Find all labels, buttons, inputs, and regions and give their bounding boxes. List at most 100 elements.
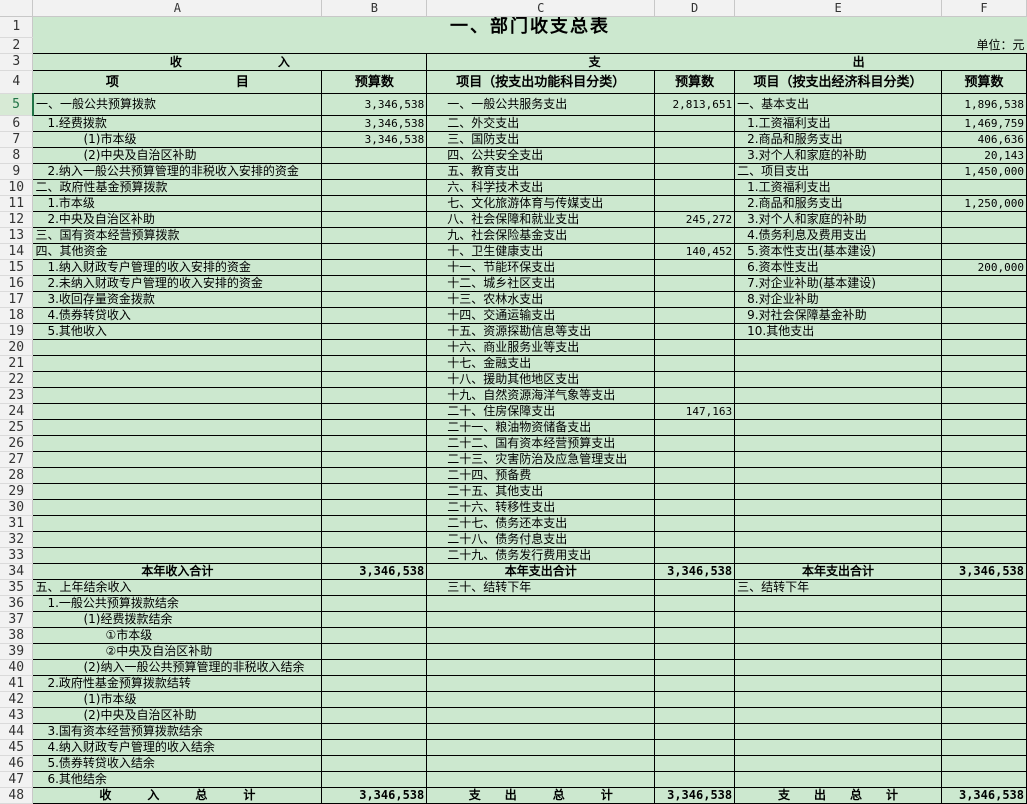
row-header[interactable]: 1 bbox=[0, 16, 34, 38]
item-cell[interactable]: 3.国有资本经营预算拨款结余 bbox=[32, 723, 323, 740]
section-expense[interactable]: 支 出 bbox=[426, 53, 1027, 71]
item-cell[interactable]: 2.纳入一般公共预算管理的非税收入安排的资金 bbox=[32, 163, 323, 180]
item-cell[interactable] bbox=[734, 595, 942, 612]
item-cell[interactable]: 七、文化旅游体育与传媒支出 bbox=[426, 195, 656, 212]
row-header[interactable]: 27 bbox=[0, 451, 34, 468]
item-cell[interactable]: 八、社会保障和就业支出 bbox=[426, 211, 656, 228]
budget-amount-cell[interactable] bbox=[654, 723, 736, 740]
item-cell[interactable] bbox=[734, 771, 942, 788]
row-header[interactable]: 47 bbox=[0, 771, 34, 788]
item-cell[interactable]: 7.对企业补助(基本建设) bbox=[734, 275, 942, 292]
budget-amount-cell[interactable] bbox=[321, 531, 428, 548]
budget-amount-cell[interactable] bbox=[941, 243, 1027, 260]
item-cell[interactable] bbox=[32, 467, 323, 484]
item-cell[interactable]: 五、上年结余收入 bbox=[32, 579, 323, 596]
budget-amount-cell[interactable]: 3,346,538 bbox=[654, 563, 736, 580]
budget-amount-cell[interactable] bbox=[321, 755, 428, 772]
item-cell[interactable] bbox=[734, 643, 942, 660]
row-header[interactable]: 32 bbox=[0, 531, 34, 548]
budget-amount-cell[interactable]: 3,346,538 bbox=[941, 563, 1027, 580]
item-cell[interactable]: 四、公共安全支出 bbox=[426, 147, 656, 164]
item-cell[interactable]: 二十、住房保障支出 bbox=[426, 403, 656, 420]
item-cell[interactable]: (2)中央及自治区补助 bbox=[32, 147, 323, 164]
budget-amount-cell[interactable] bbox=[321, 483, 428, 500]
item-cell[interactable] bbox=[32, 451, 323, 468]
budget-amount-cell[interactable]: 20,143 bbox=[941, 147, 1027, 164]
item-cell[interactable] bbox=[734, 403, 942, 420]
budget-amount-cell[interactable] bbox=[321, 627, 428, 644]
row-header[interactable]: 48 bbox=[0, 787, 34, 804]
budget-amount-cell[interactable] bbox=[321, 723, 428, 740]
sheet-title[interactable]: 一、部门收支总表 bbox=[32, 16, 1027, 38]
budget-amount-cell[interactable] bbox=[654, 195, 736, 212]
item-cell[interactable] bbox=[734, 419, 942, 436]
item-cell[interactable] bbox=[734, 355, 942, 372]
item-cell[interactable] bbox=[734, 723, 942, 740]
budget-amount-cell[interactable] bbox=[321, 499, 428, 516]
budget-amount-cell[interactable] bbox=[654, 451, 736, 468]
budget-amount-cell[interactable] bbox=[654, 371, 736, 388]
column-header-D[interactable]: D bbox=[654, 0, 736, 17]
budget-amount-cell[interactable] bbox=[941, 323, 1027, 340]
budget-amount-cell[interactable] bbox=[654, 115, 736, 132]
row-header[interactable]: 31 bbox=[0, 515, 34, 532]
budget-amount-cell[interactable]: 1,450,000 bbox=[941, 163, 1027, 180]
budget-amount-cell[interactable]: 3,346,538 bbox=[654, 787, 736, 804]
item-cell[interactable]: 1.经费拨款 bbox=[32, 115, 323, 132]
budget-amount-cell[interactable] bbox=[321, 707, 428, 724]
row-header[interactable]: 34 bbox=[0, 563, 34, 580]
budget-amount-cell[interactable] bbox=[941, 723, 1027, 740]
budget-amount-cell[interactable] bbox=[321, 579, 428, 596]
budget-amount-cell[interactable]: 1,250,000 bbox=[941, 195, 1027, 212]
item-cell[interactable]: 2.中央及自治区补助 bbox=[32, 211, 323, 228]
budget-amount-cell[interactable] bbox=[654, 579, 736, 596]
item-cell[interactable] bbox=[734, 371, 942, 388]
budget-amount-cell[interactable] bbox=[321, 387, 428, 404]
item-cell[interactable] bbox=[426, 755, 656, 772]
budget-amount-cell[interactable] bbox=[654, 611, 736, 628]
budget-amount-cell[interactable] bbox=[321, 339, 428, 356]
column-title[interactable]: 项 目 bbox=[32, 70, 323, 94]
budget-amount-cell[interactable] bbox=[654, 755, 736, 772]
row-header[interactable]: 43 bbox=[0, 707, 34, 724]
item-cell[interactable]: 三、结转下年 bbox=[734, 579, 942, 596]
item-cell[interactable] bbox=[734, 339, 942, 356]
budget-amount-cell[interactable]: 1,896,538 bbox=[941, 93, 1027, 116]
item-cell[interactable]: 3.对个人和家庭的补助 bbox=[734, 211, 942, 228]
budget-amount-cell[interactable]: 3,346,538 bbox=[321, 131, 428, 148]
row-header[interactable]: 8 bbox=[0, 147, 34, 164]
item-cell[interactable]: 本年支出合计 bbox=[734, 563, 942, 580]
budget-amount-cell[interactable] bbox=[654, 627, 736, 644]
item-cell[interactable]: 4.债务利息及费用支出 bbox=[734, 227, 942, 244]
item-cell[interactable]: 3.对个人和家庭的补助 bbox=[734, 147, 942, 164]
item-cell[interactable]: 5.债券转贷收入结余 bbox=[32, 755, 323, 772]
item-cell[interactable]: 三、国有资本经营预算拨款 bbox=[32, 227, 323, 244]
item-cell[interactable]: 二十四、预备费 bbox=[426, 467, 656, 484]
budget-amount-cell[interactable] bbox=[941, 611, 1027, 628]
row-header[interactable]: 45 bbox=[0, 739, 34, 756]
column-header-F[interactable]: F bbox=[941, 0, 1027, 17]
column-title[interactable]: 项目（按支出经济科目分类） bbox=[734, 70, 942, 94]
item-cell[interactable]: 支 出 总 计 bbox=[426, 787, 656, 804]
budget-amount-cell[interactable] bbox=[654, 179, 736, 196]
budget-amount-cell[interactable] bbox=[321, 259, 428, 276]
budget-amount-cell[interactable]: 3,346,538 bbox=[941, 787, 1027, 804]
item-cell[interactable]: 一、一般公共预算拨款 bbox=[32, 93, 323, 116]
item-cell[interactable] bbox=[734, 739, 942, 756]
row-header[interactable]: 24 bbox=[0, 403, 34, 420]
budget-amount-cell[interactable] bbox=[941, 451, 1027, 468]
budget-amount-cell[interactable] bbox=[321, 515, 428, 532]
item-cell[interactable] bbox=[426, 627, 656, 644]
item-cell[interactable]: 2.商品和服务支出 bbox=[734, 131, 942, 148]
budget-amount-cell[interactable] bbox=[321, 163, 428, 180]
budget-amount-cell[interactable] bbox=[321, 547, 428, 564]
row-header[interactable]: 18 bbox=[0, 307, 34, 324]
column-header-E[interactable]: E bbox=[734, 0, 942, 17]
budget-amount-cell[interactable] bbox=[321, 435, 428, 452]
item-cell[interactable]: 一、一般公共服务支出 bbox=[426, 93, 656, 116]
budget-amount-cell[interactable] bbox=[321, 771, 428, 788]
item-cell[interactable]: (2)中央及自治区补助 bbox=[32, 707, 323, 724]
row-header[interactable]: 37 bbox=[0, 611, 34, 628]
row-header[interactable]: 19 bbox=[0, 323, 34, 340]
row-header[interactable]: 21 bbox=[0, 355, 34, 372]
